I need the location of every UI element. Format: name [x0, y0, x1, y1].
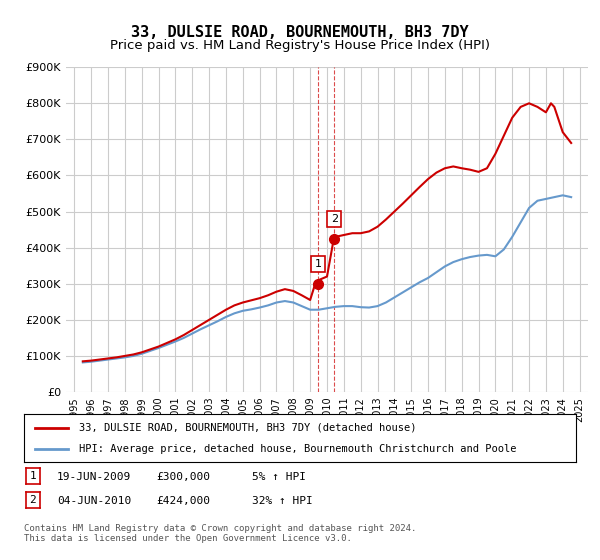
Text: 32% ↑ HPI: 32% ↑ HPI — [252, 496, 313, 506]
Text: 33, DULSIE ROAD, BOURNEMOUTH, BH3 7DY: 33, DULSIE ROAD, BOURNEMOUTH, BH3 7DY — [131, 25, 469, 40]
Text: 19-JUN-2009: 19-JUN-2009 — [57, 472, 131, 482]
Text: HPI: Average price, detached house, Bournemouth Christchurch and Poole: HPI: Average price, detached house, Bour… — [79, 444, 517, 454]
Text: 1: 1 — [29, 471, 37, 481]
Text: 04-JUN-2010: 04-JUN-2010 — [57, 496, 131, 506]
Text: 5% ↑ HPI: 5% ↑ HPI — [252, 472, 306, 482]
Text: Price paid vs. HM Land Registry's House Price Index (HPI): Price paid vs. HM Land Registry's House … — [110, 39, 490, 52]
Text: £300,000: £300,000 — [156, 472, 210, 482]
Text: 1: 1 — [314, 259, 322, 269]
Text: £424,000: £424,000 — [156, 496, 210, 506]
Text: Contains HM Land Registry data © Crown copyright and database right 2024.
This d: Contains HM Land Registry data © Crown c… — [24, 524, 416, 543]
Text: 33, DULSIE ROAD, BOURNEMOUTH, BH3 7DY (detached house): 33, DULSIE ROAD, BOURNEMOUTH, BH3 7DY (d… — [79, 423, 416, 433]
Text: 2: 2 — [331, 214, 338, 224]
Text: 2: 2 — [29, 495, 37, 505]
